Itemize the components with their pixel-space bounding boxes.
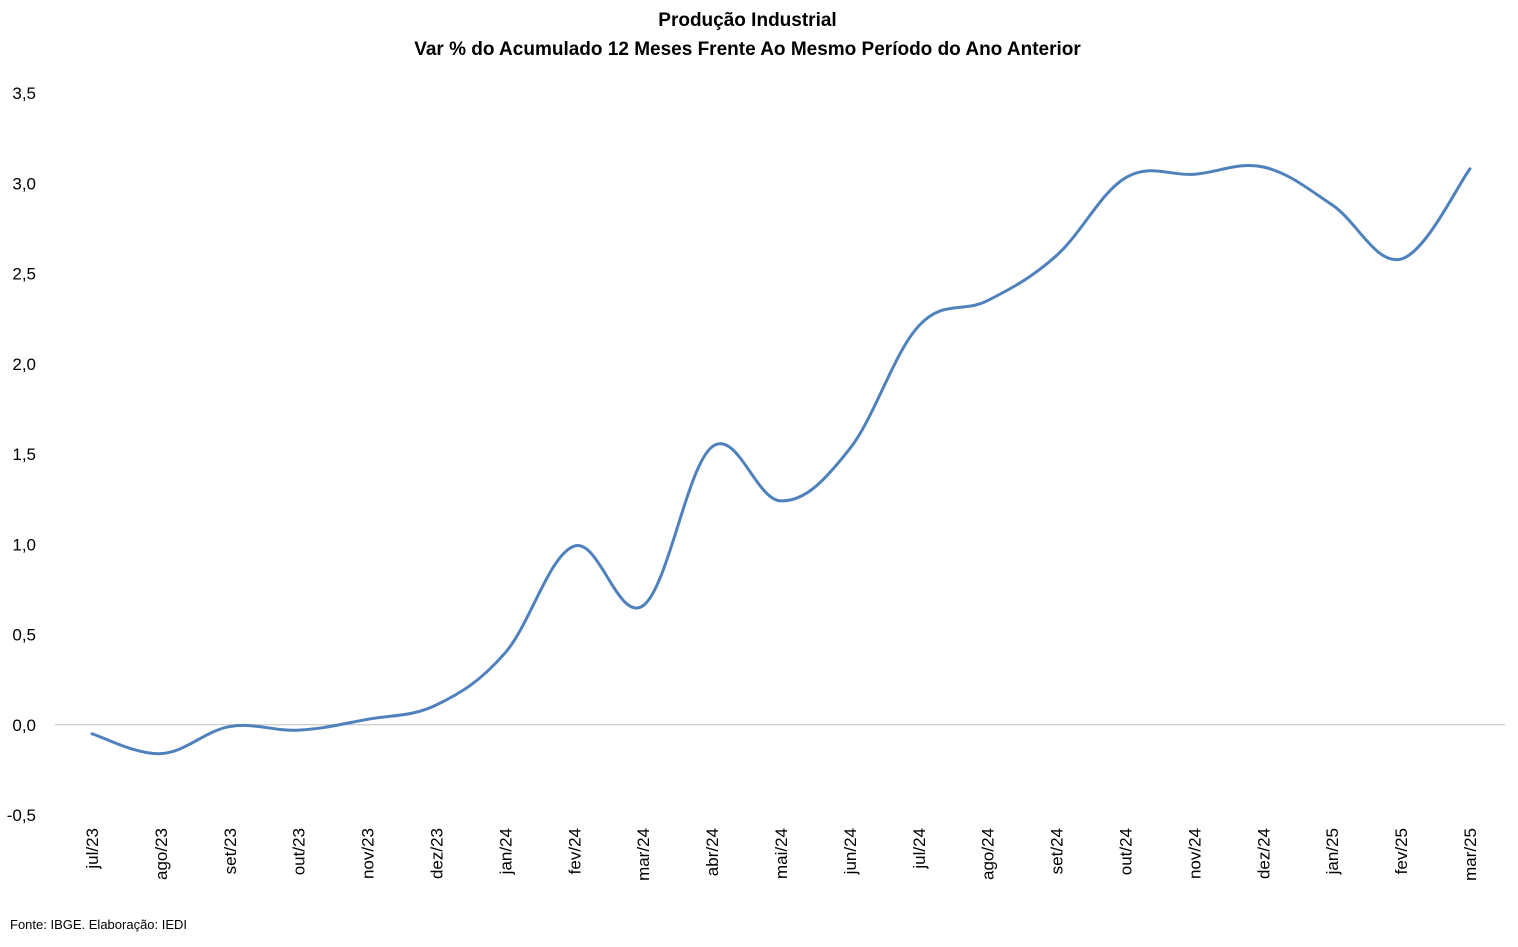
data-point: [986, 299, 990, 303]
y-axis: 3,5 3,0 2,5 2,0 1,5 1,0 0,5 0,0 -0,5: [7, 84, 36, 825]
data-point: [848, 447, 852, 451]
x-tick-label: mar/25: [1461, 828, 1480, 881]
data-point: [366, 717, 370, 721]
x-tick-label: dez/23: [428, 828, 447, 879]
data-point: [1055, 253, 1059, 257]
y-tick-label: -0,5: [7, 806, 36, 825]
data-point: [297, 728, 301, 732]
y-tick-label: 1,0: [12, 535, 36, 554]
x-tick-label: mar/24: [634, 828, 653, 881]
x-axis: jul/23 ago/23 set/23 out/23 nov/23 dez/23 jan/…: [83, 828, 1480, 881]
x-tick-label: dez/24: [1254, 828, 1273, 879]
y-tick-label: 3,5: [12, 84, 36, 103]
data-point: [435, 703, 439, 707]
x-tick-label: set/23: [221, 828, 240, 874]
y-tick-label: 2,0: [12, 355, 36, 374]
y-tick-label: 2,5: [12, 265, 36, 284]
data-point: [228, 725, 232, 729]
data-point: [641, 604, 645, 608]
data-point: [90, 732, 94, 736]
y-tick-label: 1,5: [12, 445, 36, 464]
x-tick-label: out/23: [290, 828, 309, 875]
x-tick-label: jul/24: [910, 828, 929, 870]
x-tick-label: abr/24: [703, 828, 722, 876]
y-tick-label: 3,0: [12, 174, 36, 193]
data-point: [1261, 165, 1265, 169]
data-points: [90, 165, 1472, 756]
x-tick-label: fev/24: [565, 828, 584, 874]
data-point: [503, 651, 507, 655]
x-tick-label: nov/24: [1185, 828, 1204, 879]
x-tick-label: nov/23: [359, 828, 378, 879]
data-point: [1330, 203, 1334, 207]
y-tick-label: 0,5: [12, 626, 36, 645]
x-tick-label: jun/24: [841, 828, 860, 875]
x-tick-label: ago/24: [979, 828, 998, 880]
data-point: [159, 752, 163, 756]
source-footnote: Fonte: IBGE. Elaboração: IEDI: [10, 917, 188, 932]
x-tick-label: mai/24: [772, 828, 791, 879]
data-point: [779, 499, 783, 503]
data-point: [1192, 172, 1196, 176]
data-point: [710, 445, 714, 449]
x-tick-label: jul/23: [83, 828, 102, 870]
data-point: [572, 544, 576, 548]
series-line: [90, 163, 1472, 756]
data-point: [917, 324, 921, 328]
x-tick-label: jan/25: [1323, 828, 1342, 875]
chart-title: Produção Industrial Var % do Acumulado 1…: [0, 6, 1495, 64]
title-line-1: Produção Industrial: [658, 10, 837, 31]
title-line-2: Var % do Acumulado 12 Meses Frente Ao Me…: [414, 39, 1081, 60]
x-tick-label: set/24: [1048, 828, 1067, 874]
x-tick-label: ago/23: [152, 828, 171, 880]
x-tick-label: fev/25: [1392, 828, 1411, 874]
x-tick-label: out/24: [1117, 828, 1136, 875]
y-tick-label: 0,0: [12, 716, 36, 735]
data-point: [1468, 167, 1472, 171]
data-point: [1399, 257, 1403, 261]
x-tick-label: jan/24: [496, 828, 515, 875]
data-point: [1124, 176, 1128, 180]
